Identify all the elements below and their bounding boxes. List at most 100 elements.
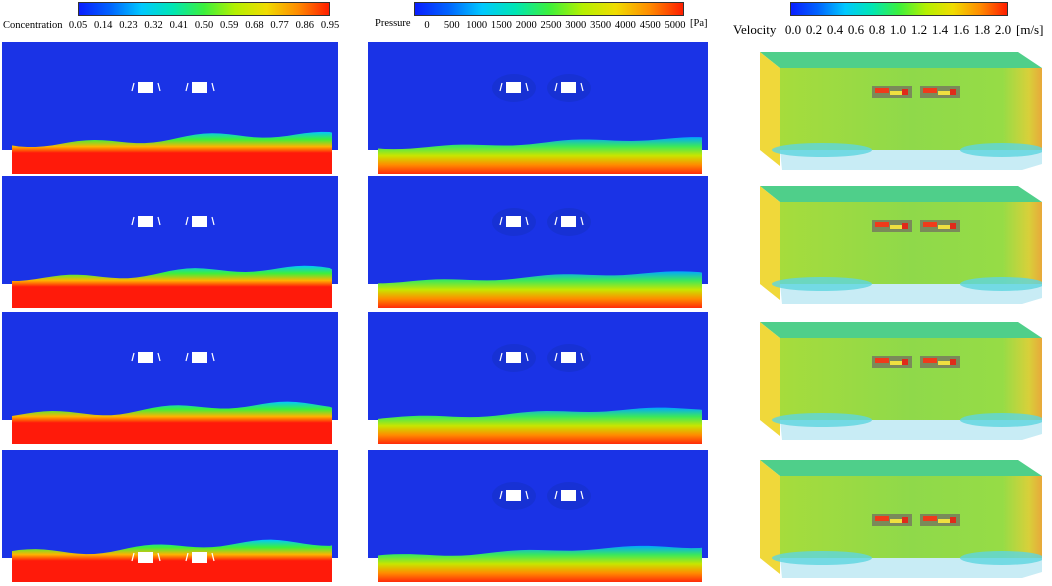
nozzle-2 — [561, 82, 576, 93]
nozzle-vane-right — [580, 490, 584, 500]
pressure-panel-3 — [368, 312, 708, 444]
velocity-front-face — [780, 68, 1042, 150]
velocity-tick-label: 0.6 — [847, 22, 865, 37]
nozzle-vane-left — [554, 490, 558, 500]
pressure-panel-1 — [368, 42, 708, 174]
concentration-tick-label: 0.05 — [68, 20, 88, 31]
pressure-tick-label: 1500 — [490, 20, 512, 31]
concentration-panel-1 — [2, 42, 338, 174]
pressure-tick-label: 0 — [424, 20, 430, 31]
nozzle-vane-left — [499, 490, 503, 500]
nozzle-1 — [506, 490, 521, 501]
concentration-tick-label: 0.59 — [220, 20, 239, 31]
nozzle-vane-left — [185, 82, 189, 92]
nozzle-1 — [138, 352, 153, 363]
pressure-tick-label: 2500 — [540, 20, 562, 31]
concentration-interface-band — [12, 401, 332, 444]
velocity-low-zone — [772, 277, 872, 291]
velocity-tick-label: 1.0 — [889, 22, 907, 37]
concentration-colorbar — [78, 2, 330, 16]
nozzle-vane-left — [131, 216, 135, 226]
pressure-unit: [Pa] — [690, 18, 708, 29]
concentration-tick-label: 0.95 — [320, 20, 340, 31]
velocity-low-zone — [772, 413, 872, 427]
nozzle-1 — [138, 552, 153, 563]
nozzle-vane-right — [211, 82, 215, 92]
velocity-front-face — [780, 202, 1042, 284]
concentration-legend-title: Concentration — [3, 20, 63, 31]
nozzle-vane-right — [525, 490, 529, 500]
velocity-jet-2 — [920, 86, 960, 98]
nozzle-vane-left — [131, 352, 135, 362]
nozzle-1 — [138, 216, 153, 227]
nozzle-vane-left — [185, 352, 189, 362]
velocity-tick-label: 0.4 — [826, 22, 844, 37]
velocity-tick-label: 1.6 — [952, 22, 970, 37]
velocity-top-face — [760, 460, 1042, 476]
velocity-panel-1 — [742, 46, 1042, 174]
pressure-tick-label: 5000 — [664, 20, 686, 31]
velocity-panel-2 — [742, 180, 1042, 308]
velocity-low-zone — [960, 143, 1042, 157]
velocity-low-zone — [772, 551, 872, 565]
nozzle-1 — [506, 82, 521, 93]
velocity-top-face — [760, 186, 1042, 202]
velocity-jet-1 — [872, 514, 912, 526]
nozzle-1 — [506, 216, 521, 227]
pressure-colorbar — [414, 2, 684, 16]
concentration-legend: Concentration 0.05 0.14 0.23 0.32 0.41 0.50 0.… — [0, 0, 340, 36]
nozzle-vane-right — [157, 82, 161, 92]
pressure-interface-band — [378, 545, 702, 582]
velocity-side-face — [760, 186, 780, 300]
velocity-tick-label: 0.0 — [784, 22, 802, 37]
nozzle-vane-right — [157, 352, 161, 362]
velocity-front-face — [780, 338, 1042, 420]
nozzle-vane-left — [185, 552, 189, 562]
nozzle-vane-right — [580, 352, 584, 362]
concentration-panel-4 — [2, 450, 338, 582]
concentration-panel-3 — [2, 312, 338, 444]
velocity-tick-label: 2.0 — [994, 22, 1012, 37]
nozzle-2 — [561, 352, 576, 363]
nozzle-2 — [192, 552, 207, 563]
velocity-low-zone — [960, 413, 1042, 427]
velocity-jet-1 — [872, 220, 912, 232]
nozzle-2 — [561, 490, 576, 501]
velocity-side-face — [760, 322, 780, 436]
nozzle-2 — [192, 216, 207, 227]
nozzle-vane-left — [554, 352, 558, 362]
velocity-top-face — [760, 322, 1042, 338]
velocity-jet-1 — [872, 86, 912, 98]
nozzle-vane-right — [525, 216, 529, 226]
concentration-tick-label: 0.41 — [169, 20, 188, 31]
velocity-jet-2 — [920, 514, 960, 526]
nozzle-vane-left — [554, 82, 558, 92]
nozzle-2 — [192, 352, 207, 363]
velocity-panel-4 — [742, 454, 1042, 582]
nozzle-vane-right — [211, 216, 215, 226]
nozzle-vane-left — [499, 216, 503, 226]
concentration-tick-label: 0.50 — [194, 20, 214, 31]
nozzle-2 — [192, 82, 207, 93]
velocity-colorbar — [790, 2, 1008, 16]
concentration-tick-label: 0.32 — [144, 20, 163, 31]
pressure-interface-band — [378, 271, 702, 308]
nozzle-2 — [561, 216, 576, 227]
nozzle-vane-right — [525, 82, 529, 92]
velocity-unit: [m/s] — [1016, 22, 1044, 37]
concentration-panel-2 — [2, 176, 338, 308]
nozzle-1 — [506, 352, 521, 363]
concentration-tick-label: 0.86 — [295, 20, 314, 31]
nozzle-vane-right — [157, 552, 161, 562]
pressure-legend: Pressure 0 500 1000 1500 2000 2500 3000 3500 400… — [372, 0, 712, 36]
velocity-tick-label: 0.8 — [868, 22, 886, 37]
velocity-tick-label: 1.4 — [931, 22, 949, 37]
pressure-interface-band — [378, 407, 702, 444]
velocity-tick-label: 1.8 — [973, 22, 991, 37]
nozzle-vane-left — [499, 352, 503, 362]
velocity-tick-label: 1.2 — [910, 22, 928, 37]
pressure-tick-label: 2000 — [515, 20, 537, 31]
velocity-low-zone — [772, 143, 872, 157]
nozzle-vane-left — [131, 552, 135, 562]
concentration-tick-label: 0.77 — [270, 20, 289, 31]
